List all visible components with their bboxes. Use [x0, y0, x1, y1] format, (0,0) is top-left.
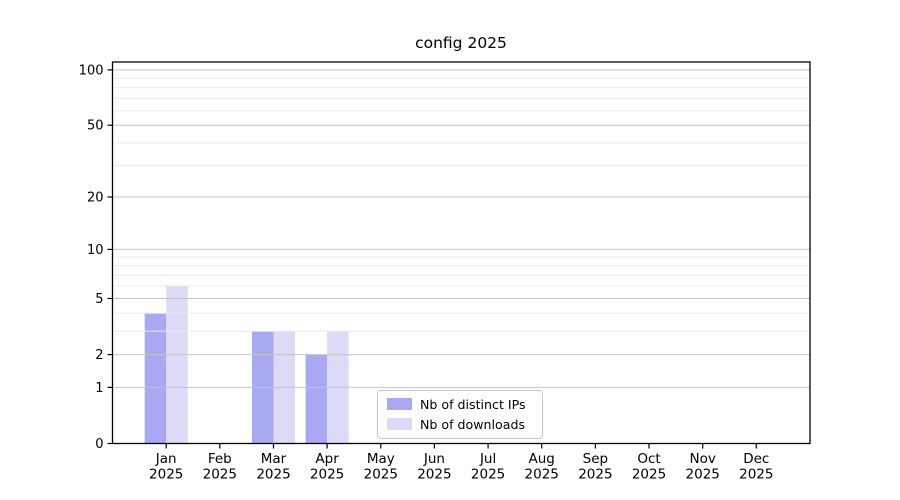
x-tick-label-month: May	[367, 451, 395, 467]
plot-frame	[111, 61, 811, 445]
x-tick-label-month: Jan	[155, 451, 177, 467]
bar-ips	[305, 354, 328, 444]
legend-item: Nb of downloads	[378, 414, 542, 434]
x-tick-label-year: 2025	[525, 467, 559, 483]
y-tick-label: 0	[95, 437, 103, 452]
bar-ips	[144, 313, 167, 444]
x-tick-label-month: Feb	[208, 451, 232, 467]
x-tick-label-month: Sep	[583, 451, 608, 467]
legend-swatch	[387, 418, 412, 430]
x-tick-label-month: Apr	[315, 451, 339, 467]
legend-item: Nb of distinct IPs	[378, 394, 542, 414]
x-tick-label-year: 2025	[417, 467, 451, 483]
x-tick-label-month: Jun	[423, 451, 445, 467]
legend-swatch	[387, 398, 412, 410]
x-tick-label-year: 2025	[686, 467, 720, 483]
y-tick-label: 50	[87, 119, 104, 134]
y-tick-label: 5	[95, 292, 103, 307]
x-tick-label-year: 2025	[203, 467, 237, 483]
x-tick-label-month: Mar	[261, 451, 287, 467]
x-tick-label-month: Aug	[529, 451, 555, 467]
y-tick-label: 20	[87, 191, 104, 206]
x-tick-label-year: 2025	[739, 467, 773, 483]
y-tick-label: 10	[87, 243, 104, 258]
x-tick-label-month: Oct	[637, 451, 660, 467]
x-tick-label-month: Jul	[479, 451, 496, 467]
x-tick-label-year: 2025	[632, 467, 666, 483]
legend-label: Nb of distinct IPs	[420, 396, 526, 412]
y-tick-label: 1	[95, 381, 103, 396]
x-tick-label-year: 2025	[471, 467, 505, 483]
x-tick-label-year: 2025	[364, 467, 398, 483]
y-tick-label: 100	[79, 63, 104, 78]
legend-label: Nb of downloads	[420, 416, 526, 432]
chart-title: config 2025	[415, 34, 507, 52]
y-tick-label: 2	[95, 348, 103, 363]
legend: Nb of distinct IPs Nb of downloads	[377, 390, 543, 439]
bar-downloads	[166, 286, 188, 444]
x-tick-label-year: 2025	[149, 467, 183, 483]
x-tick-label-year: 2025	[578, 467, 612, 483]
x-tick-label-month: Nov	[690, 451, 716, 467]
x-tick-label-month: Dec	[743, 451, 769, 467]
x-tick-label-year: 2025	[256, 467, 290, 483]
x-tick-label-year: 2025	[310, 467, 344, 483]
